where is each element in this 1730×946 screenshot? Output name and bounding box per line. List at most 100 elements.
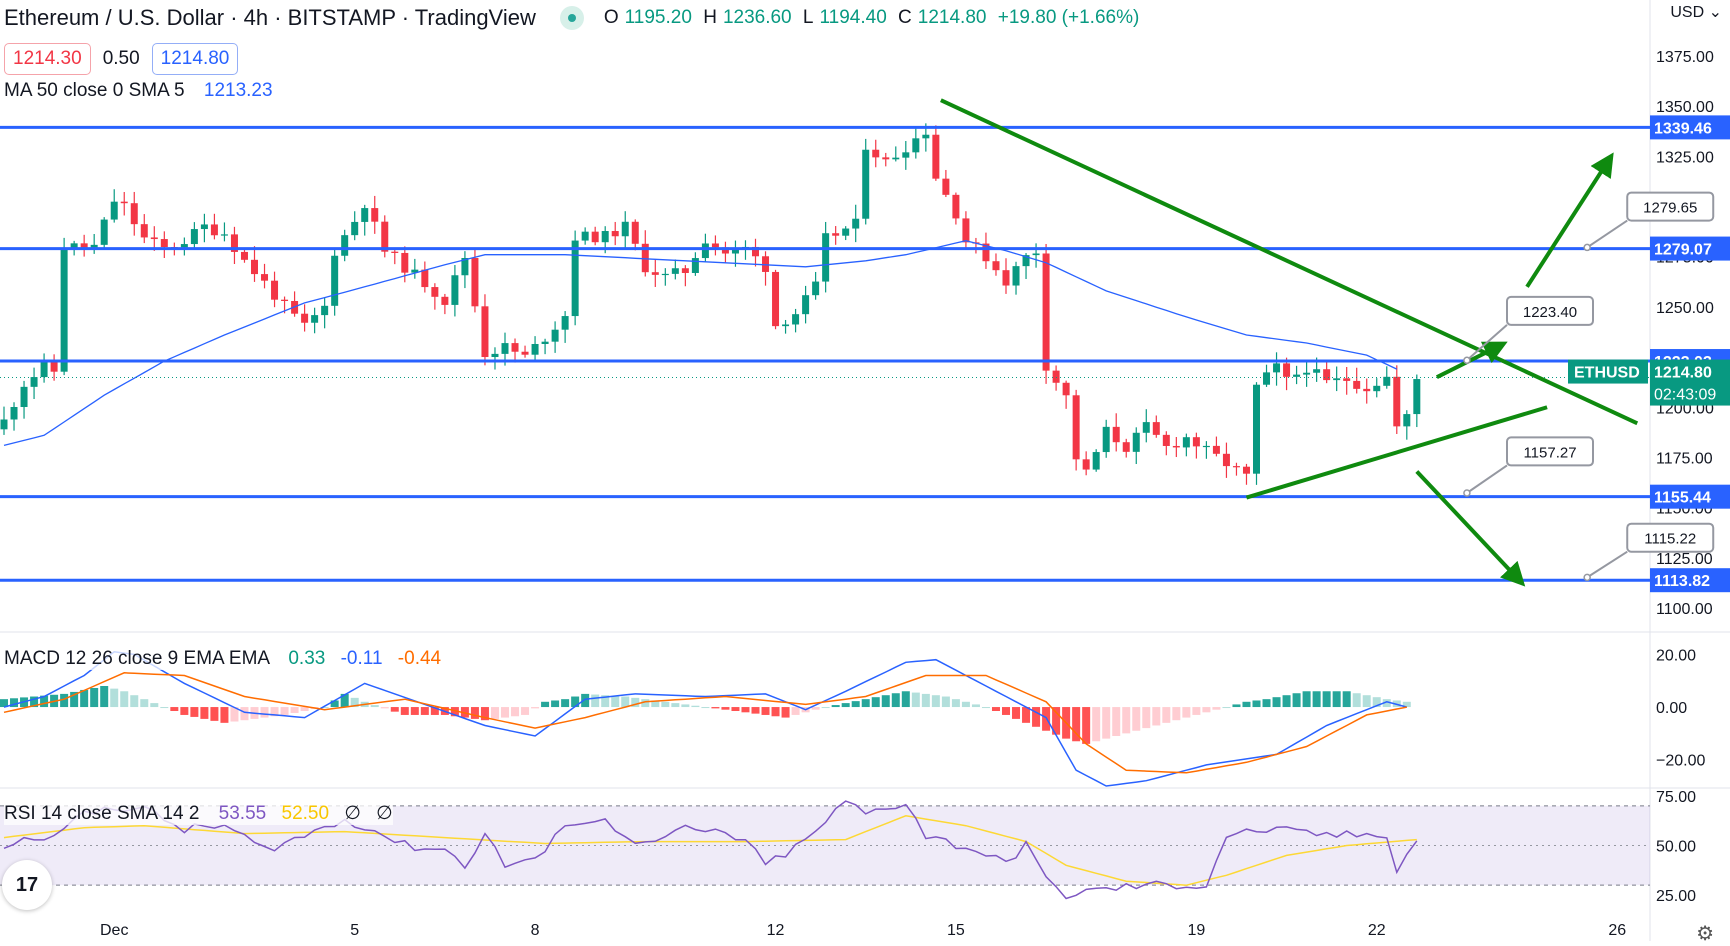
candle-up — [100, 219, 108, 245]
macd-axis-tick-label: −20.00 — [1656, 753, 1705, 770]
candle-up — [1313, 369, 1321, 373]
high-key: H — [703, 7, 717, 28]
candle-up — [461, 257, 469, 276]
level-axis-label: 1155.44 — [1654, 490, 1711, 507]
tradingview-logo-icon[interactable]: 17 — [2, 860, 52, 910]
time-axis-tick-label: 8 — [531, 922, 540, 939]
rsi-axis-tick-label: 75.00 — [1656, 789, 1696, 806]
candle-up — [341, 235, 349, 256]
macd-histogram-bar — [921, 693, 930, 708]
logo-text: 17 — [15, 873, 39, 896]
candle-down — [381, 221, 389, 252]
rsi-legend-label: RSI 14 close SMA 14 2 — [4, 803, 200, 824]
macd-histogram-bar — [1032, 707, 1041, 727]
rsi-legend[interactable]: RSI 14 close SMA 14 2 53.55 52.50 ∅ ∅ — [4, 802, 393, 825]
macd-histogram-bar — [661, 701, 670, 708]
symbol-tag: ETHUSD — [1574, 365, 1640, 382]
macd-histogram-bar — [170, 707, 179, 711]
currency-selector[interactable]: USD ⌄ — [1670, 2, 1722, 22]
candle-up — [1012, 266, 1020, 286]
callout-box — [1626, 191, 1715, 222]
macd-histogram-bar — [320, 707, 329, 709]
sell-button[interactable]: 1214.30 — [4, 43, 91, 75]
candle-up — [70, 243, 78, 250]
candle-down — [481, 306, 489, 358]
macd-histogram-bar — [140, 699, 149, 708]
macd-histogram-bar — [1092, 707, 1101, 742]
callout-anchor — [1463, 489, 1471, 497]
candle-down — [1002, 270, 1010, 286]
macd-histogram-bar — [931, 695, 940, 708]
ma-legend-label: MA 50 close 0 SMA 5 — [4, 80, 185, 101]
macd-histogram-bar — [200, 707, 209, 719]
macd-histogram-bar — [1372, 697, 1381, 708]
candle-down — [210, 224, 218, 236]
candle-up — [321, 305, 329, 316]
macd-histogram-bar — [591, 694, 600, 708]
macd-histogram-bar — [621, 696, 630, 708]
macd-histogram-bar — [210, 707, 219, 721]
macd-legend[interactable]: MACD 12 26 close 9 EMA EMA 0.33 -0.11 -0… — [4, 648, 442, 670]
projection-arrow — [1415, 470, 1526, 587]
macd-histogram-bar — [711, 707, 720, 709]
candle-down — [431, 287, 439, 297]
candle-up — [331, 255, 339, 306]
ma-legend[interactable]: MA 50 close 0 SMA 5 1213.23 — [4, 80, 273, 102]
time-axis-tick-label: 12 — [767, 922, 785, 939]
candle-down — [240, 251, 248, 260]
macd-histogram-bar — [1212, 707, 1221, 710]
candle-up — [90, 244, 98, 248]
candle-up — [1142, 422, 1150, 433]
bid-ask-panel: 1214.30 0.50 1214.80 — [4, 43, 239, 75]
macd-histogram-bar — [0, 699, 8, 708]
spread-value: 0.50 — [102, 48, 140, 69]
candle-down — [271, 280, 279, 300]
triangle-trendline — [940, 98, 1639, 426]
candle-up — [110, 201, 118, 220]
projection-arrow — [1525, 152, 1614, 288]
candle-down — [1192, 437, 1200, 447]
macd-histogram-bar — [1192, 707, 1201, 715]
buy-button[interactable]: 1214.80 — [151, 43, 239, 75]
macd-histogram-bar — [1182, 707, 1191, 718]
macd-histogram-bar — [480, 707, 489, 721]
candle-up — [1253, 384, 1260, 474]
macd-histogram-bar — [951, 699, 960, 708]
candle-up — [30, 377, 38, 387]
candle-down — [50, 361, 58, 372]
macd-histogram-bar — [911, 692, 920, 708]
macd-histogram-bar — [1072, 707, 1081, 742]
candle-up — [912, 138, 920, 153]
macd-histogram-bar — [851, 701, 860, 708]
candle-down — [391, 251, 399, 253]
time-axis-tick-label: 26 — [1608, 922, 1626, 939]
callout-leader — [1466, 324, 1508, 362]
price-axis-tick-label: 1125.00 — [1656, 551, 1713, 568]
candle-down — [591, 231, 599, 243]
macd-histogram-bar — [1262, 699, 1271, 708]
candle-down — [281, 299, 289, 301]
macd-histogram-bar — [551, 700, 560, 708]
symbol-title[interactable]: Ethereum / U.S. Dollar · 4h · BITSTAMP ·… — [4, 5, 536, 30]
candle-down — [611, 231, 619, 237]
candle-down — [1242, 466, 1250, 474]
macd-histogram-bar — [981, 707, 990, 709]
macd-histogram-bar — [30, 696, 39, 708]
macd-histogram-bar — [190, 707, 199, 717]
macd-histogram-bar — [791, 707, 800, 715]
macd-histogram-bar — [1292, 693, 1301, 708]
last-price-tag: 1214.80 — [1654, 365, 1712, 382]
rsi-ma-value: 52.50 — [281, 803, 330, 824]
candle-down — [962, 218, 970, 243]
macd-histogram-bar — [430, 707, 439, 715]
macd-histogram-bar — [971, 704, 980, 708]
candle-down — [651, 272, 659, 275]
gear-icon[interactable]: ⚙ — [1696, 923, 1714, 945]
candle-down — [1323, 369, 1331, 381]
macd-histogram-bar — [490, 707, 499, 719]
macd-histogram-bar — [10, 698, 19, 708]
time-axis-tick-label: 19 — [1187, 922, 1205, 939]
time-axis-tick-label: 22 — [1368, 922, 1386, 939]
callout-label: 1157.27 — [1523, 444, 1576, 461]
